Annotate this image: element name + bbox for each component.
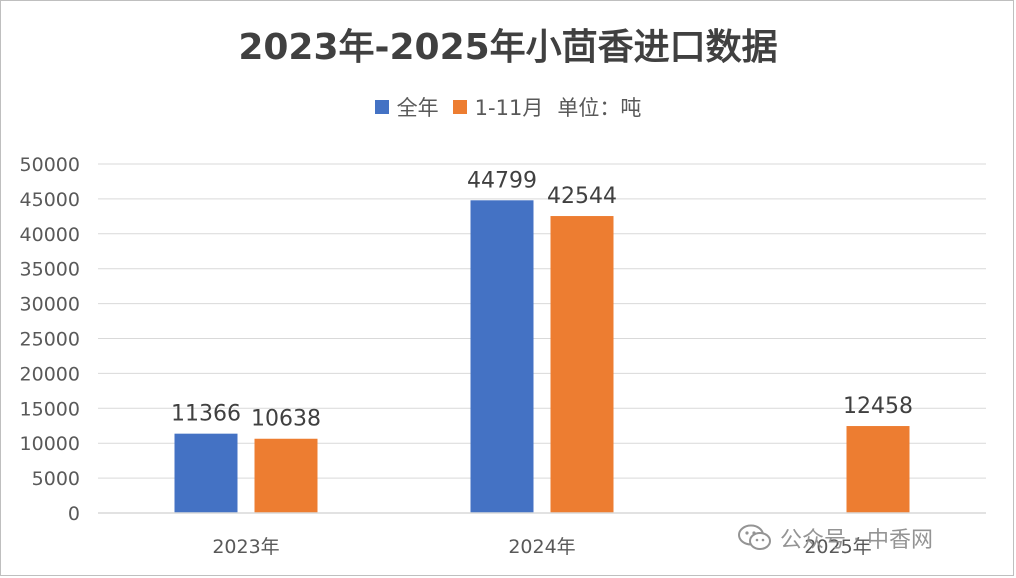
axes: 0 5000 10000 15000 20000 25000 30000 35000 40000…: [20, 154, 986, 558]
y-tick-label: 0: [68, 503, 80, 525]
watermark-text: 公众号 · 中香网: [780, 528, 933, 553]
data-label: 42544: [547, 184, 617, 209]
wechat-icon: [738, 524, 771, 550]
legend-item-series-1: 1-11月: [452, 92, 544, 122]
y-tick-label: 30000: [20, 294, 80, 316]
bar-full-year-0: [174, 433, 238, 513]
bar-jan-nov-0: [254, 438, 318, 513]
x-tick-label: 2025年: [804, 536, 871, 558]
bars: [174, 200, 910, 513]
bar-jan-nov-1: [550, 216, 614, 513]
y-tick-label: 25000: [20, 329, 80, 351]
legend-item-series-0: 全年: [374, 92, 439, 122]
chart-title: 2023年-2025年小茴香进口数据: [238, 27, 778, 68]
y-tick-label: 45000: [20, 189, 80, 211]
x-tick-label: 2024年: [508, 536, 575, 558]
chart-legend: 全年 1-11月 单位：吨: [0, 92, 1016, 122]
data-labels: 11366 10638 44799 42544 12458: [171, 168, 913, 431]
data-label: 11366: [171, 402, 241, 427]
y-tick-label: 15000: [20, 398, 80, 420]
y-tick-label: 35000: [20, 259, 80, 281]
data-label: 12458: [843, 394, 913, 419]
legend-label-series-1: 1-11月: [474, 96, 544, 120]
y-tick-label: 5000: [32, 468, 80, 490]
gridlines: [98, 163, 986, 479]
bar-jan-nov-2: [846, 426, 910, 513]
y-tick-label: 10000: [20, 433, 80, 455]
y-tick-label: 20000: [20, 363, 80, 385]
y-tick-label: 40000: [20, 224, 80, 246]
legend-swatch-series-0: [374, 100, 389, 114]
data-label: 10638: [251, 407, 321, 432]
legend-unit-label: 单位：吨: [557, 96, 642, 120]
data-label: 44799: [467, 168, 537, 193]
x-tick-label: 2023年: [212, 536, 279, 558]
watermark: 公众号 · 中香网: [738, 522, 933, 554]
legend-swatch-series-1: [452, 100, 467, 114]
legend-label-series-0: 全年: [396, 96, 439, 120]
bar-full-year-1: [470, 200, 534, 513]
y-tick-label: 50000: [20, 154, 80, 176]
